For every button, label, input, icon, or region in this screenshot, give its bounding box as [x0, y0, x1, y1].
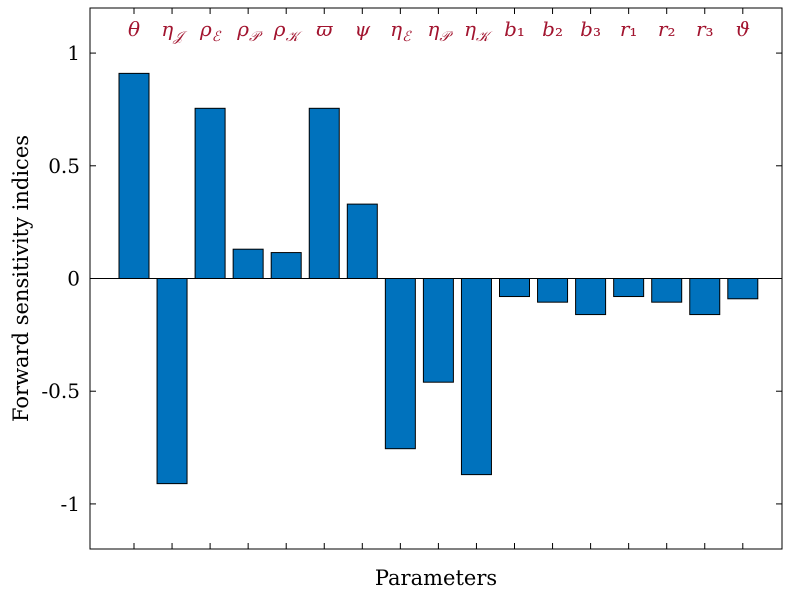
y-axis-title: Forward sensitivity indices: [9, 135, 33, 422]
y-axis-ticks: -1 -0.5 0 0.5 1: [41, 41, 782, 516]
param-label-9: η𝒦: [464, 17, 494, 45]
x-axis-ticks: [133, 8, 744, 549]
bar-7: [384, 278, 416, 450]
param-label-16: ϑ: [736, 17, 750, 41]
bar-5: [308, 107, 340, 280]
bar-12: [575, 278, 607, 316]
param-label-6: ψ: [354, 17, 370, 41]
bar-2: [194, 107, 226, 280]
bar-1: [156, 278, 188, 485]
bar-16: [727, 278, 759, 300]
bar-6: [346, 203, 378, 279]
bar-14: [651, 278, 683, 303]
bar-8: [422, 278, 454, 383]
x-axis-title: Parameters: [375, 566, 497, 590]
bar-13: [613, 278, 645, 298]
param-label-4: ρ𝒦: [273, 17, 304, 45]
y-tick-label-2: 0: [67, 267, 80, 291]
bar-10: [499, 278, 530, 298]
param-label-1: η𝒥: [161, 17, 188, 45]
param-label-10: b₁: [504, 17, 525, 41]
param-label-15: r₃: [696, 17, 714, 41]
bar-15: [689, 278, 721, 316]
bar-0: [118, 72, 150, 279]
param-label-0: θ: [128, 17, 140, 41]
param-label-2: ρℰ: [199, 17, 222, 45]
bar-3: [232, 248, 264, 279]
param-label-3: ρ𝒫: [236, 17, 263, 45]
param-label-13: r₁: [620, 17, 638, 41]
y-tick-label-1: -0.5: [41, 379, 80, 403]
param-label-5: ϖ: [316, 17, 333, 41]
y-tick-label-0: -1: [61, 492, 80, 516]
bar-9: [460, 278, 492, 476]
bar-4: [270, 252, 302, 280]
param-label-7: ηℰ: [390, 17, 412, 45]
y-tick-label-3: 0.5: [48, 154, 80, 178]
param-label-12: b₃: [580, 17, 601, 41]
param-label-11: b₂: [542, 17, 563, 41]
param-label-14: r₂: [658, 17, 676, 41]
bar-11: [537, 278, 569, 303]
y-tick-label-4: 1: [67, 41, 80, 65]
param-label-8: η𝒫: [427, 17, 453, 45]
parameter-labels: θ η𝒥 ρℰ ρ𝒫 ρ𝒦 ϖ ψ ηℰ η𝒫 η𝒦 b₁ b₂ b₃ r₁ r₂ r₃ ϑ: [128, 17, 750, 45]
